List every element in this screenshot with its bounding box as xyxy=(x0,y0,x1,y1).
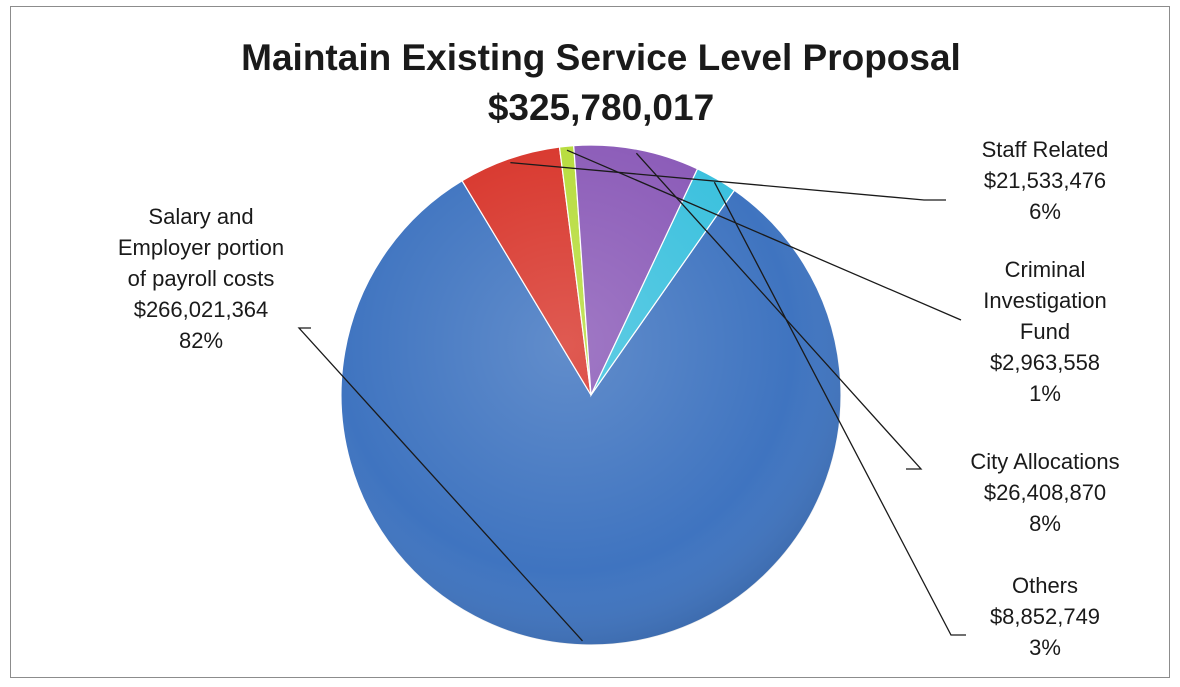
slice-labels: Salary and Employer portion of payroll cos… xyxy=(118,137,1120,660)
leader-lines xyxy=(297,149,966,642)
slice-label: Staff Related $21,533,476 6% xyxy=(982,137,1109,224)
leader-line xyxy=(297,327,583,642)
chart-frame: Maintain Existing Service Level Proposal… xyxy=(10,6,1170,678)
pie-slices xyxy=(340,144,842,646)
leader-line xyxy=(635,152,923,470)
leader-line xyxy=(510,161,946,201)
chart-subtitle: $325,780,017 xyxy=(488,87,714,128)
slice-label: Others $8,852,749 3% xyxy=(990,573,1100,660)
slice-label: Criminal Investigation Fund $2,963,558 1% xyxy=(983,257,1107,406)
leader-line xyxy=(713,181,966,636)
leader-line xyxy=(566,149,962,321)
slice-label: City Allocations $26,408,870 8% xyxy=(970,449,1119,536)
chart-title: Maintain Existing Service Level Proposal xyxy=(241,37,961,78)
slice-label: Salary and Employer portion of payroll cos… xyxy=(118,204,284,353)
pie-chart: Maintain Existing Service Level Proposal… xyxy=(118,37,1120,660)
